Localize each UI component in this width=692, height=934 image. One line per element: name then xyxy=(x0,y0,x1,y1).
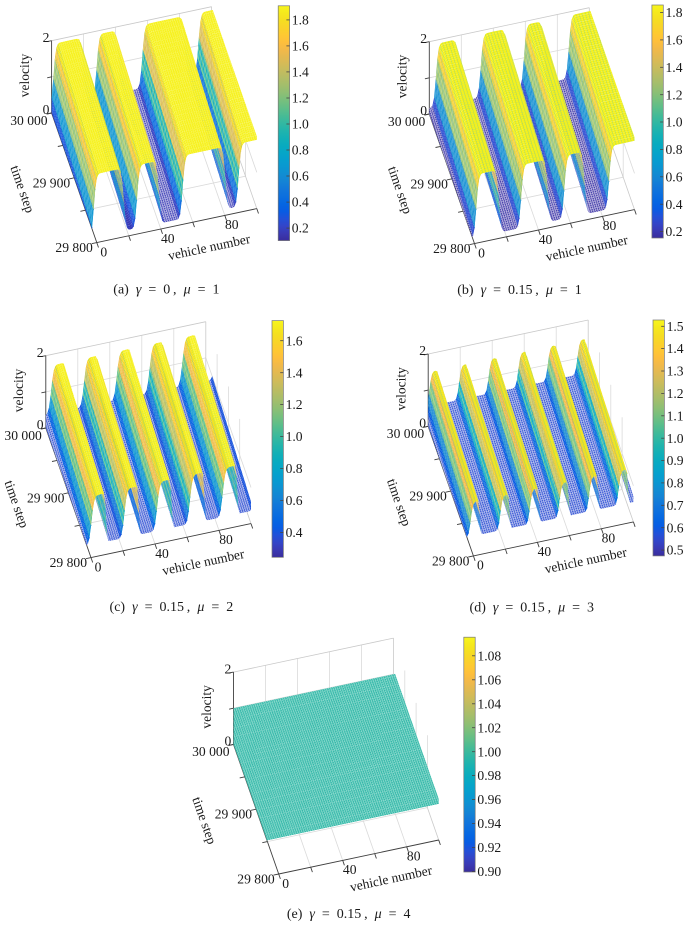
svg-text:0.4: 0.4 xyxy=(666,197,683,212)
svg-text:29 900: 29 900 xyxy=(215,807,253,822)
svg-text:1.2: 1.2 xyxy=(666,87,683,102)
svg-text:0.8: 0.8 xyxy=(292,143,309,158)
svg-text:(d) γ = 0.15 , μ = 3: (d) γ = 0.15 , μ = 3 xyxy=(470,601,595,616)
svg-text:1.4: 1.4 xyxy=(666,60,683,75)
svg-text:80: 80 xyxy=(219,532,233,547)
svg-text:1.4: 1.4 xyxy=(667,341,684,356)
svg-text:40: 40 xyxy=(155,546,169,561)
svg-text:40: 40 xyxy=(161,231,175,246)
svg-text:29 900: 29 900 xyxy=(409,489,447,504)
svg-text:29 900: 29 900 xyxy=(27,490,65,505)
svg-text:1.6: 1.6 xyxy=(292,39,309,54)
svg-text:0.6: 0.6 xyxy=(666,169,683,184)
svg-text:30 000: 30 000 xyxy=(192,744,230,759)
svg-text:0: 0 xyxy=(420,103,427,118)
svg-text:0.92: 0.92 xyxy=(477,840,501,855)
svg-text:1.08: 1.08 xyxy=(477,648,501,663)
svg-text:29 800: 29 800 xyxy=(433,241,471,256)
svg-text:0: 0 xyxy=(100,244,107,259)
svg-text:0: 0 xyxy=(477,558,484,573)
svg-text:0.94: 0.94 xyxy=(477,816,501,831)
svg-text:0.8: 0.8 xyxy=(667,476,684,491)
svg-text:80: 80 xyxy=(225,217,239,232)
svg-text:1.0: 1.0 xyxy=(286,429,303,444)
svg-text:2: 2 xyxy=(225,661,232,676)
svg-text:29 800: 29 800 xyxy=(55,240,93,255)
svg-text:1.3: 1.3 xyxy=(667,364,684,379)
svg-text:0: 0 xyxy=(282,876,289,891)
svg-text:29 900: 29 900 xyxy=(33,175,71,190)
svg-text:(e) γ = 0.15 , μ = 4: (e) γ = 0.15 , μ = 4 xyxy=(287,907,411,922)
svg-text:29 800: 29 800 xyxy=(432,553,470,568)
svg-text:30 000: 30 000 xyxy=(388,114,426,129)
svg-text:0.5: 0.5 xyxy=(667,543,684,558)
svg-text:velocity: velocity xyxy=(17,54,32,98)
svg-text:velocity: velocity xyxy=(395,55,410,99)
svg-text:30 000: 30 000 xyxy=(4,428,42,443)
svg-text:(c) γ = 0.15 , μ = 2: (c) γ = 0.15 , μ = 2 xyxy=(110,600,234,615)
svg-text:1.04: 1.04 xyxy=(477,696,501,711)
svg-text:0.6: 0.6 xyxy=(292,169,309,184)
svg-text:0: 0 xyxy=(43,102,50,117)
svg-text:2: 2 xyxy=(420,31,427,46)
svg-text:30 000: 30 000 xyxy=(10,113,48,128)
svg-text:0.98: 0.98 xyxy=(477,768,501,783)
svg-text:1.2: 1.2 xyxy=(667,386,684,401)
svg-text:1.02: 1.02 xyxy=(477,720,501,735)
svg-text:30 000: 30 000 xyxy=(387,426,425,441)
svg-text:2: 2 xyxy=(43,30,50,45)
svg-text:2: 2 xyxy=(419,343,426,358)
svg-text:29 800: 29 800 xyxy=(50,555,88,570)
svg-text:0.2: 0.2 xyxy=(292,221,309,236)
svg-text:1.4: 1.4 xyxy=(286,365,303,380)
svg-text:40: 40 xyxy=(343,862,357,877)
svg-text:0.6: 0.6 xyxy=(667,520,684,535)
svg-text:0: 0 xyxy=(419,416,426,431)
svg-text:80: 80 xyxy=(603,218,617,233)
svg-text:1.5: 1.5 xyxy=(667,319,684,334)
svg-text:0: 0 xyxy=(37,417,44,432)
svg-text:1.6: 1.6 xyxy=(666,33,683,48)
svg-text:1.2: 1.2 xyxy=(286,397,303,412)
svg-text:1.2: 1.2 xyxy=(292,91,309,106)
svg-text:0.2: 0.2 xyxy=(666,224,683,239)
svg-text:40: 40 xyxy=(538,544,552,559)
svg-text:0.90: 0.90 xyxy=(477,864,501,879)
svg-text:(b) γ = 0.15 , μ = 1: (b) γ = 0.15 , μ = 1 xyxy=(457,283,582,298)
svg-text:(a) γ = 0 , μ = 1: (a) γ = 0 , μ = 1 xyxy=(113,282,219,297)
svg-text:29 800: 29 800 xyxy=(237,872,275,887)
svg-text:1.8: 1.8 xyxy=(666,5,683,20)
svg-text:80: 80 xyxy=(407,849,421,864)
svg-text:1.0: 1.0 xyxy=(667,431,684,446)
svg-text:0.96: 0.96 xyxy=(477,792,501,807)
svg-text:0.6: 0.6 xyxy=(286,493,303,508)
svg-text:2: 2 xyxy=(37,345,44,360)
svg-text:0.7: 0.7 xyxy=(667,498,684,513)
svg-text:1.1: 1.1 xyxy=(667,408,684,423)
svg-text:1.4: 1.4 xyxy=(292,65,309,80)
svg-text:0: 0 xyxy=(225,734,232,749)
svg-text:1.0: 1.0 xyxy=(292,117,309,132)
svg-text:1.00: 1.00 xyxy=(477,744,501,759)
svg-text:29 900: 29 900 xyxy=(411,176,449,191)
svg-text:1.8: 1.8 xyxy=(292,13,309,28)
svg-text:0.4: 0.4 xyxy=(292,195,309,210)
svg-text:40: 40 xyxy=(539,232,553,247)
svg-text:0.9: 0.9 xyxy=(667,453,684,468)
svg-text:0: 0 xyxy=(478,245,485,260)
svg-text:0.8: 0.8 xyxy=(666,142,683,157)
svg-text:0.8: 0.8 xyxy=(286,461,303,476)
svg-text:velocity: velocity xyxy=(11,369,26,413)
svg-text:0.4: 0.4 xyxy=(286,525,303,540)
svg-text:80: 80 xyxy=(602,531,616,546)
svg-text:1.6: 1.6 xyxy=(286,333,303,348)
svg-text:velocity: velocity xyxy=(199,685,214,729)
svg-text:1.0: 1.0 xyxy=(666,115,683,130)
svg-text:1.06: 1.06 xyxy=(477,672,501,687)
svg-text:velocity: velocity xyxy=(394,367,409,411)
svg-text:0: 0 xyxy=(95,559,102,574)
